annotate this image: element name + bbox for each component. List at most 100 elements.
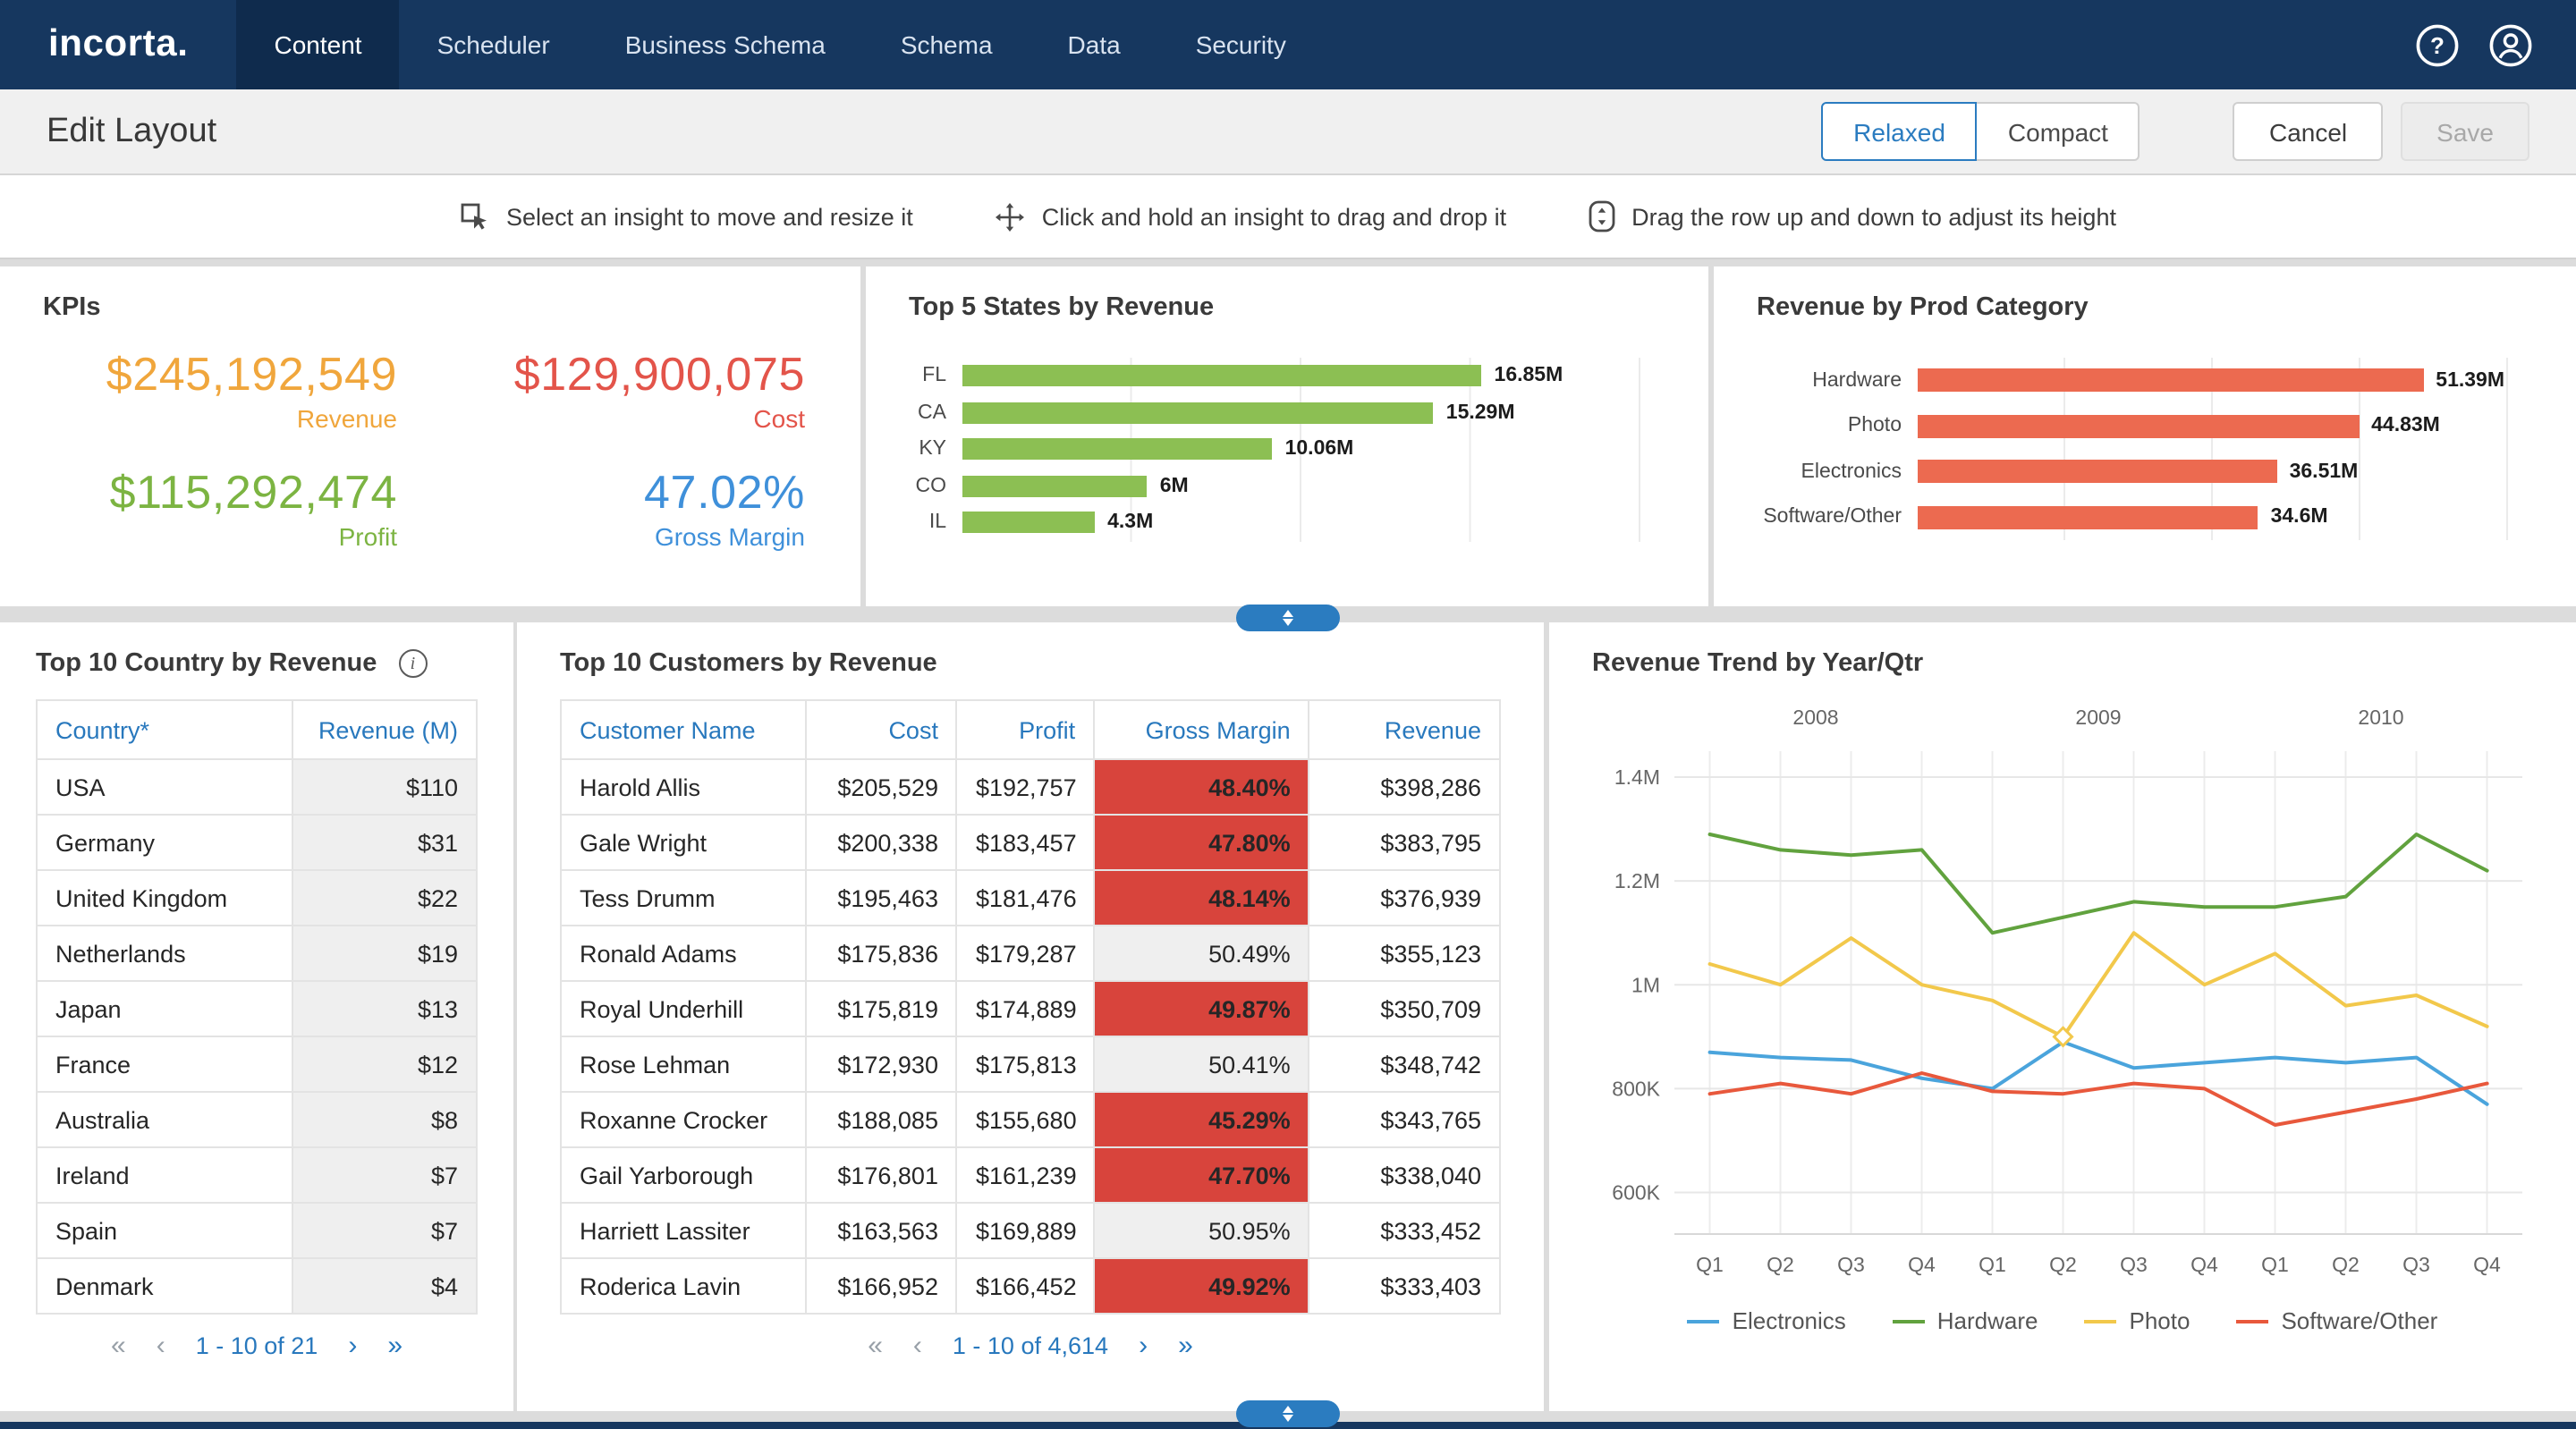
kpi-label: Cost — [753, 404, 805, 433]
info-icon[interactable]: i — [398, 649, 428, 678]
bar-plot: 4.3M — [962, 504, 1640, 541]
prod-category-panel[interactable]: Revenue by Prod Category Hardware 51.39M P… — [1714, 266, 2576, 606]
bar[interactable] — [1918, 460, 2277, 484]
column-header-profit[interactable]: Profit — [955, 699, 1096, 760]
pagination-last[interactable]: » — [387, 1331, 402, 1361]
pagination-first[interactable]: « — [868, 1331, 883, 1361]
table-row[interactable]: Australia $8 — [36, 1091, 479, 1148]
legend-item-electronics[interactable]: Electronics — [1687, 1307, 1846, 1334]
cost-cell: $176,801 — [804, 1146, 958, 1204]
drag-insight-icon — [996, 201, 1026, 232]
customer-name-cell: Rose Lehman — [560, 1036, 807, 1093]
bar-plot: 34.6M — [1918, 495, 2508, 540]
table-row[interactable]: Netherlands $19 — [36, 925, 479, 982]
table-row[interactable]: Roderica Lavin $166,952 $166,452 49.92% $333… — [560, 1257, 1501, 1315]
incorta-logo[interactable]: incorta. — [48, 23, 189, 64]
nav-tab-data[interactable]: Data — [1067, 30, 1121, 59]
profit-cell: $181,476 — [955, 869, 1096, 926]
pagination-next[interactable]: › — [348, 1331, 358, 1361]
quarter-label: Q2 — [2332, 1253, 2360, 1276]
bar[interactable] — [1918, 368, 2424, 393]
compact-button[interactable]: Compact — [1975, 102, 2140, 161]
chevron-down-icon — [1283, 1415, 1293, 1422]
trend-chart: 600K 800K 1M 1.2M 1.4M 2008 2009 2010 Q1 Q2 Q3 Q4 Q1… — [1612, 706, 2522, 1276]
table-row[interactable]: United Kingdom $22 — [36, 869, 479, 926]
column-header-revenue[interactable]: Revenue (M) — [291, 699, 479, 760]
help-icon[interactable]: ? — [2415, 22, 2460, 67]
table-row[interactable]: Tess Drumm $195,463 $181,476 48.14% $376,939 — [560, 869, 1501, 926]
bar-plot: 51.39M — [1918, 358, 2508, 403]
legend-line-swatch — [1892, 1319, 1925, 1323]
legend-item-photo[interactable]: Photo — [2084, 1307, 2190, 1334]
table-row[interactable]: Germany $31 — [36, 814, 479, 871]
pagination-first[interactable]: « — [111, 1331, 126, 1361]
table-row[interactable]: Gale Wright $200,338 $183,457 47.80% $383,79… — [560, 814, 1501, 871]
trend-line-photo — [1707, 931, 2489, 1039]
table-row[interactable]: USA $110 — [36, 758, 479, 816]
relaxed-button[interactable]: Relaxed — [1821, 102, 1978, 161]
hint-text: Click and hold an insight to drag and dr… — [1041, 203, 1507, 230]
bar[interactable] — [962, 402, 1434, 424]
table-row[interactable]: Harold Allis $205,529 $192,757 48.40% $398,2… — [560, 758, 1501, 816]
table-row[interactable]: Gail Yarborough $176,801 $161,239 47.70% $33… — [560, 1146, 1501, 1204]
revenue-cell: $333,403 — [1308, 1257, 1501, 1315]
top-states-panel[interactable]: Top 5 States by Revenue FL 16.85M CA 15.29M… — [866, 266, 1708, 606]
nav-tab-scheduler[interactable]: Scheduler — [436, 30, 550, 59]
table-row[interactable]: France $12 — [36, 1036, 479, 1093]
bar[interactable] — [962, 438, 1273, 461]
revenue-cell: $338,040 — [1308, 1146, 1501, 1204]
revenue-cell: $343,765 — [1308, 1091, 1501, 1148]
pagination-prev[interactable]: ‹ — [156, 1331, 165, 1361]
bar[interactable] — [962, 475, 1148, 497]
bar-value-label: 36.51M — [2289, 461, 2359, 483]
bar[interactable] — [1918, 414, 2360, 438]
table-row[interactable]: Spain $7 — [36, 1202, 479, 1259]
y-tick-label: 1.4M — [1614, 765, 1660, 789]
pagination-last[interactable]: » — [1178, 1331, 1193, 1361]
bar-row: Software/Other 34.6M — [1757, 495, 2508, 540]
nav-tab-content[interactable]: Content — [236, 0, 400, 89]
revenue-trend-panel[interactable]: Revenue Trend by Year/Qtr 600K 800K 1M 1.2M… — [1549, 622, 2576, 1411]
table-row[interactable]: Harriett Lassiter $163,563 $169,889 50.95% $… — [560, 1202, 1501, 1259]
table-row[interactable]: Roxanne Crocker $188,085 $155,680 45.29% $34… — [560, 1091, 1501, 1148]
nav-tab-business-schema[interactable]: Business Schema — [624, 30, 826, 59]
save-button[interactable]: Save — [2401, 102, 2529, 161]
bar-plot: 15.29M — [962, 394, 1640, 431]
table-row[interactable]: Rose Lehman $172,930 $175,813 50.41% $348,74… — [560, 1036, 1501, 1093]
column-header-gross-margin[interactable]: Gross Margin — [1093, 699, 1310, 760]
cancel-button[interactable]: Cancel — [2233, 102, 2384, 161]
bar[interactable] — [962, 365, 1482, 387]
bar[interactable] — [1918, 505, 2258, 529]
column-header-cost[interactable]: Cost — [804, 699, 958, 760]
pagination-prev[interactable]: ‹ — [912, 1331, 922, 1361]
legend-item-hardware[interactable]: Hardware — [1892, 1307, 2038, 1334]
hint-text: Drag the row up and down to adjust its h… — [1631, 203, 2116, 230]
bar-value-label: 34.6M — [2270, 506, 2328, 528]
cost-cell: $163,563 — [804, 1202, 958, 1259]
bar[interactable] — [962, 512, 1096, 534]
top-countries-panel[interactable]: Top 10 Country by Revenue i Country* Reve… — [0, 622, 513, 1411]
top-customers-panel[interactable]: Top 10 Customers by Revenue Customer Nam… — [517, 622, 1544, 1411]
table-row[interactable]: Ronald Adams $175,836 $179,287 50.49% $355,1… — [560, 925, 1501, 982]
y-tick-label: 800K — [1612, 1077, 1660, 1100]
country-cell: Denmark — [36, 1257, 293, 1315]
pagination-next[interactable]: › — [1139, 1331, 1148, 1361]
row-resize-handle[interactable] — [1236, 605, 1340, 631]
legend-item-software-other[interactable]: Software/Other — [2236, 1307, 2437, 1334]
kpis-panel[interactable]: KPIs $245,192,549 Revenue $129,900,075 Cost… — [0, 266, 860, 606]
column-header-country[interactable]: Country* — [36, 699, 293, 760]
table-row[interactable]: Denmark $4 — [36, 1257, 479, 1315]
column-header-customer-name[interactable]: Customer Name — [560, 699, 807, 760]
user-icon[interactable] — [2488, 22, 2533, 67]
nav-tab-security[interactable]: Security — [1195, 30, 1286, 59]
table-row[interactable]: Japan $13 — [36, 980, 479, 1037]
table-row[interactable]: Royal Underhill $175,819 $174,889 49.87% $35… — [560, 980, 1501, 1037]
bar-category-label: FL — [922, 365, 946, 387]
bar-category-label: Software/Other — [1763, 506, 1902, 528]
table-row[interactable]: Ireland $7 — [36, 1146, 479, 1204]
bar-plot: 44.83M — [1918, 403, 2508, 449]
trend-line-hardware — [1707, 833, 2489, 935]
row-resize-handle-bottom[interactable] — [1236, 1400, 1340, 1427]
nav-tab-schema[interactable]: Schema — [900, 30, 993, 59]
column-header-revenue[interactable]: Revenue — [1308, 699, 1501, 760]
